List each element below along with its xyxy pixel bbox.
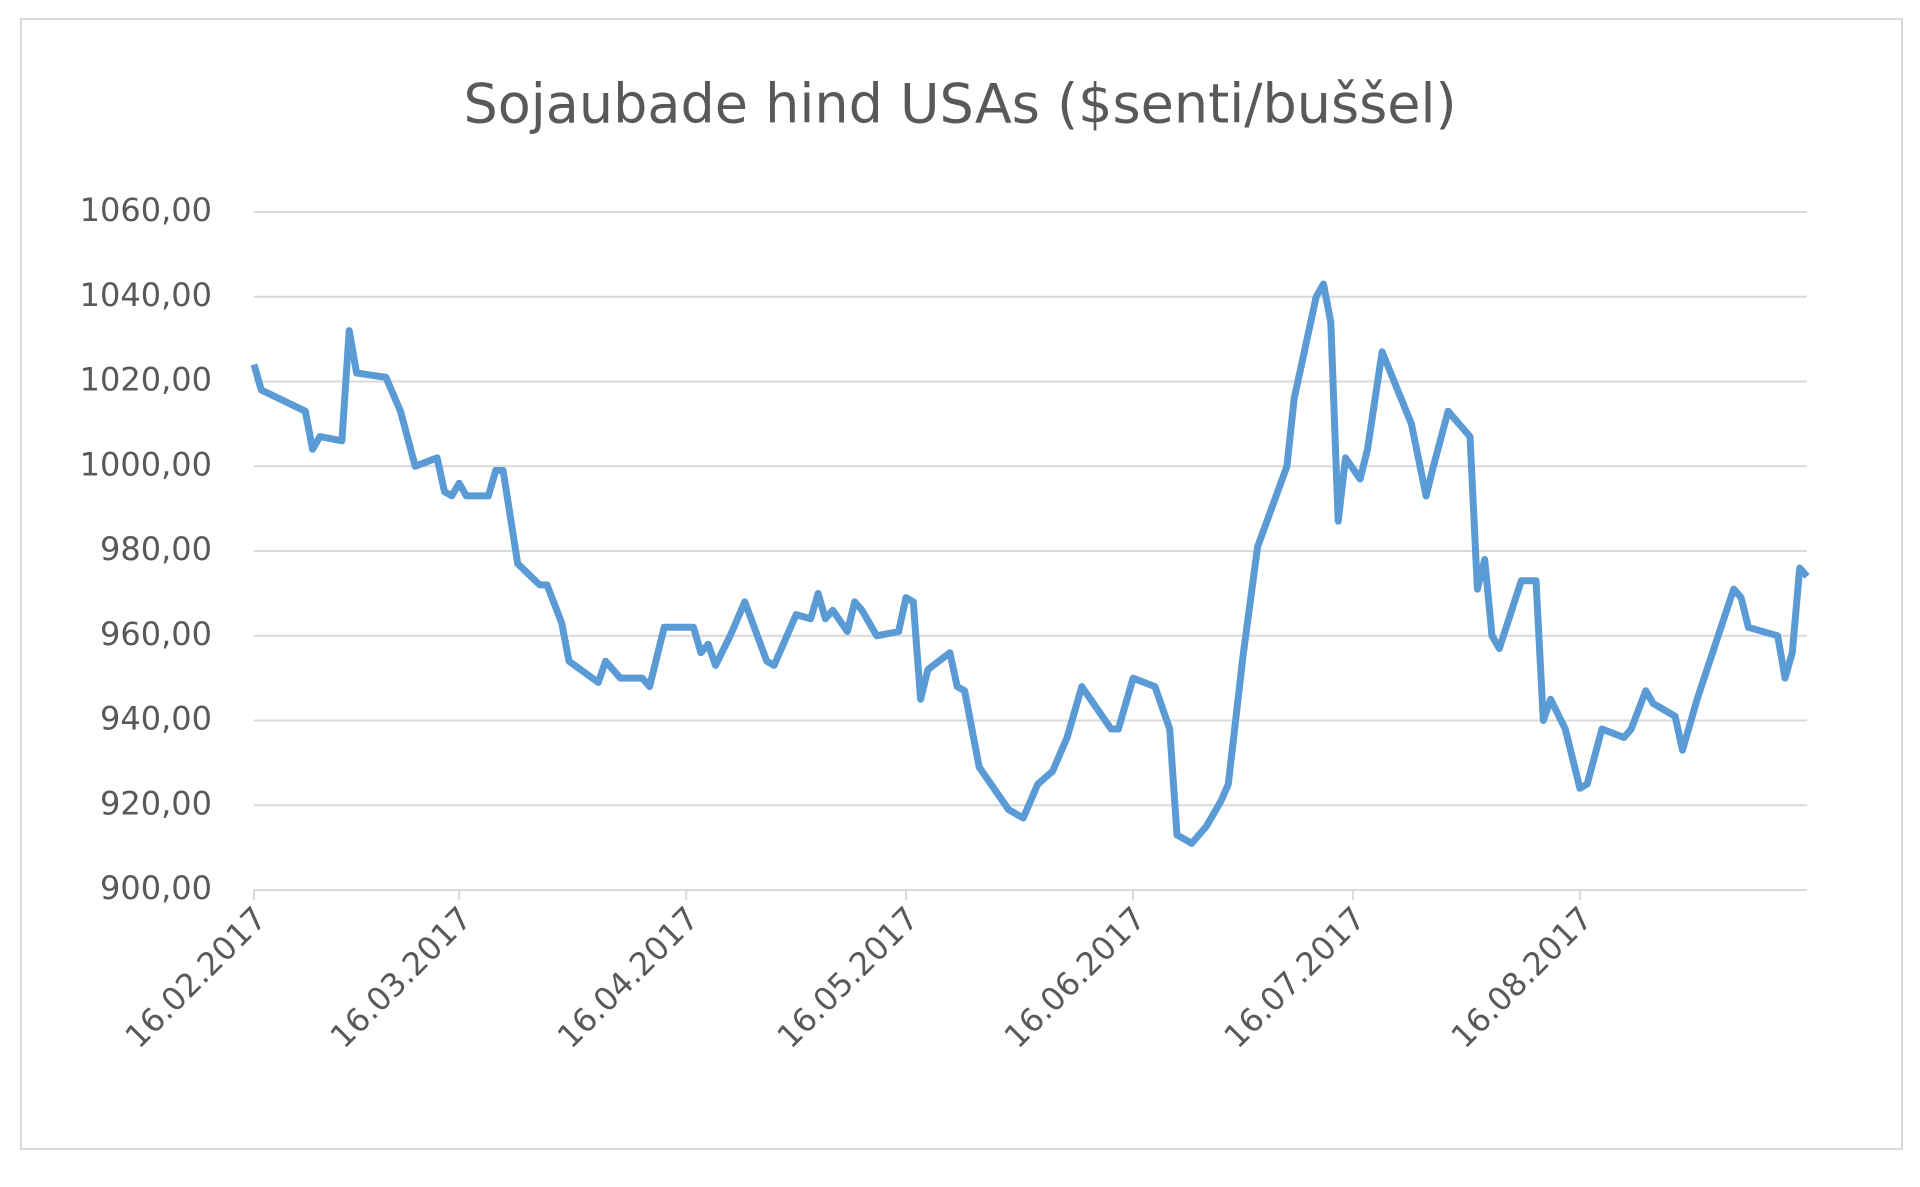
chart-title: Sojaubade hind USAs ($senti/buššel) (463, 73, 1456, 136)
y-tick-label: 1060,00 (80, 191, 212, 229)
y-tick-label: 960,00 (100, 615, 212, 653)
chart-border (20, 18, 1903, 1150)
y-tick-label: 940,00 (100, 700, 212, 738)
y-tick-label: 1040,00 (80, 276, 212, 314)
y-tick-label: 980,00 (100, 530, 212, 568)
data-line (250, 280, 1810, 847)
y-tick-label: 1000,00 (80, 445, 212, 483)
y-tick-label: 900,00 (100, 869, 212, 907)
y-tick-label: 920,00 (100, 784, 212, 822)
y-tick-label: 1020,00 (80, 361, 212, 399)
